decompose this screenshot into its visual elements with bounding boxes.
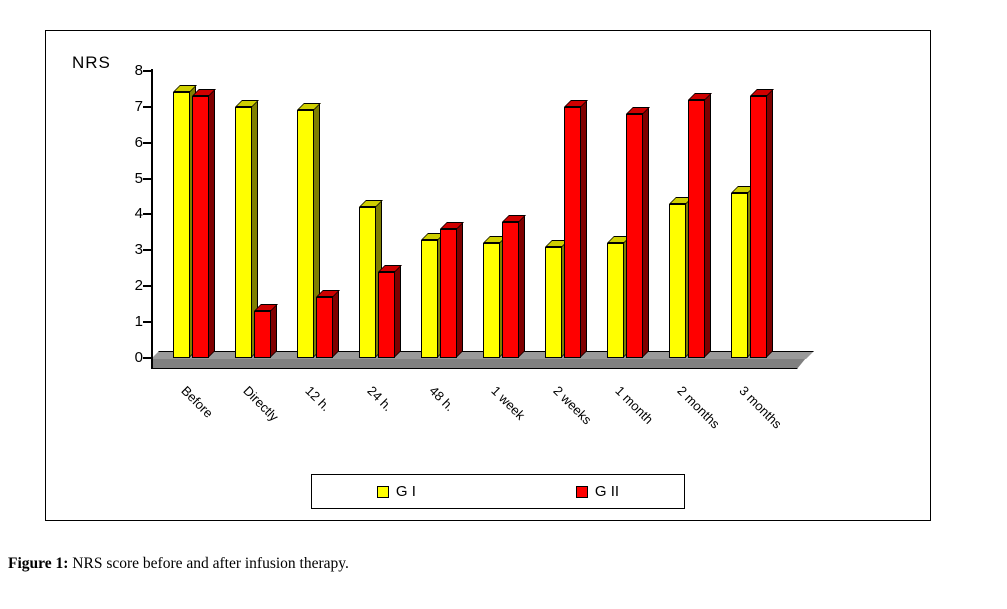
y-tick-label: 8	[134, 61, 143, 79]
bar-g-ii-1-week	[502, 222, 519, 358]
y-tick-mark	[143, 177, 151, 180]
bar-side-g-ii	[766, 89, 773, 358]
bar-side-g-ii	[704, 93, 711, 358]
chart-floor-front	[151, 358, 806, 369]
bar-side-g-ii	[642, 107, 649, 358]
bar-g-i-2-weeks	[545, 247, 562, 358]
bar-side-g-ii	[208, 89, 215, 358]
y-axis-title: NRS	[72, 53, 111, 72]
chart-frame: NRS 0 1 2 3 4 5 6 7 8 Before Directly 12 h. 24 h. 48 …	[45, 30, 931, 521]
bar-g-ii-3-months	[750, 96, 767, 358]
x-axis-label: 1 month	[612, 383, 657, 427]
bar-side-g-ii	[456, 222, 463, 358]
y-tick-label: 7	[134, 97, 143, 115]
bar-g-i-1-week	[483, 243, 500, 358]
y-tick-mark	[143, 321, 151, 324]
legend-swatch-g-ii	[575, 485, 588, 498]
bar-g-i-48-h-	[421, 240, 438, 358]
bar-g-i-before	[173, 92, 190, 358]
x-axis-label: Directly	[240, 383, 282, 425]
y-tick-mark	[143, 105, 151, 108]
x-axis-label: 48 h.	[426, 383, 458, 415]
bar-g-i-3-months	[731, 193, 748, 358]
x-axis-label: 1 week	[488, 383, 529, 423]
bar-g-ii-2-weeks	[564, 107, 581, 358]
legend: G I G II	[311, 474, 685, 509]
x-axis-label: Before	[178, 383, 217, 421]
bar-g-i-2-months	[669, 204, 686, 358]
bar-side-g-ii	[580, 100, 587, 358]
plot-area: 0 1 2 3 4 5 6 7 8 Before Directly 12 h. 24 h. 48 h. 1 …	[46, 31, 930, 520]
bar-g-i-1-month	[607, 243, 624, 358]
figure-caption: Figure 1: NRS score before and after inf…	[8, 555, 349, 573]
y-tick-mark	[143, 213, 151, 216]
bar-side-g-ii	[518, 215, 525, 358]
y-tick-mark	[143, 285, 151, 288]
legend-label-g-i: G I	[395, 483, 416, 500]
legend-item-g-i: G I	[376, 483, 416, 500]
y-tick-label: 5	[134, 169, 143, 187]
figure-caption-label: Figure 1:	[8, 555, 69, 572]
y-tick-label: 2	[134, 277, 143, 295]
bar-g-ii-1-month	[626, 114, 643, 358]
bar-g-i-directly	[235, 107, 252, 358]
y-tick-mark	[143, 69, 151, 72]
bar-g-ii-directly	[254, 311, 271, 358]
y-tick-label: 3	[134, 241, 143, 259]
bar-g-ii-48-h-	[440, 229, 457, 358]
bar-g-ii-2-months	[688, 100, 705, 358]
y-tick-label: 6	[134, 133, 143, 151]
bar-g-ii-24-h-	[378, 272, 395, 358]
y-tick-mark	[143, 357, 151, 359]
x-axis-label: 12 h.	[302, 383, 334, 415]
x-axis-label: 24 h.	[364, 383, 396, 415]
figure-caption-text: NRS score before and after infusion ther…	[68, 555, 349, 572]
bar-side-g-ii	[332, 290, 339, 358]
bar-g-ii-12-h-	[316, 297, 333, 358]
y-tick-label: 0	[134, 349, 143, 366]
bar-g-i-12-h-	[297, 110, 314, 358]
x-axis-label: 2 months	[674, 383, 723, 432]
y-tick-label: 1	[134, 313, 143, 331]
bar-side-g-ii	[394, 265, 401, 358]
bar-g-ii-before	[192, 96, 209, 358]
legend-item-g-ii: G II	[575, 483, 620, 500]
x-axis-label: 2 weeks	[550, 383, 595, 428]
x-axis-label: 3 months	[736, 383, 785, 432]
bar-g-i-24-h-	[359, 207, 376, 358]
y-tick-mark	[143, 249, 151, 252]
y-axis-line	[151, 69, 153, 368]
legend-swatch-g-i	[376, 485, 389, 498]
bar-side-g-ii	[270, 304, 277, 358]
y-tick-label: 4	[134, 205, 143, 223]
y-tick-mark	[143, 141, 151, 144]
legend-label-g-ii: G II	[594, 483, 620, 500]
